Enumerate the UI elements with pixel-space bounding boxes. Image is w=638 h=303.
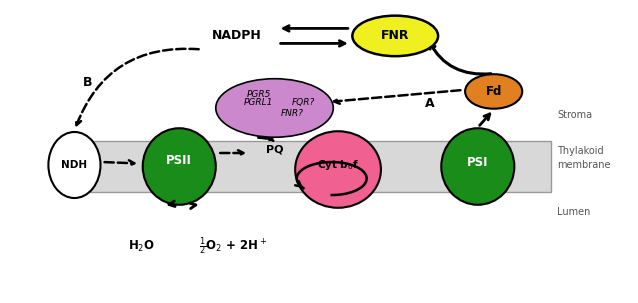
Text: NADPH: NADPH — [212, 29, 262, 42]
Text: PGRL1: PGRL1 — [244, 98, 273, 107]
Text: Thylakoid: Thylakoid — [557, 146, 604, 157]
Text: PQ: PQ — [266, 145, 283, 155]
Text: FNR?: FNR? — [281, 109, 304, 118]
Text: $\frac{1}{2}$O$_2$ + 2H$^+$: $\frac{1}{2}$O$_2$ + 2H$^+$ — [199, 235, 267, 257]
Text: FNR: FNR — [381, 29, 410, 42]
Text: NDH: NDH — [61, 160, 87, 170]
Text: Lumen: Lumen — [557, 207, 591, 217]
Text: PGR5: PGR5 — [246, 90, 271, 99]
Text: H$_2$O: H$_2$O — [128, 238, 154, 254]
Ellipse shape — [48, 132, 100, 198]
Text: Stroma: Stroma — [557, 111, 592, 121]
Ellipse shape — [465, 74, 523, 109]
Text: FQR?: FQR? — [292, 98, 315, 107]
Ellipse shape — [352, 16, 438, 56]
Ellipse shape — [143, 128, 216, 205]
Text: Fd: Fd — [486, 85, 502, 98]
Ellipse shape — [441, 128, 514, 205]
Text: Cyt b$_6$f: Cyt b$_6$f — [317, 158, 359, 172]
Text: PSII: PSII — [167, 154, 192, 167]
Text: PSI: PSI — [467, 155, 489, 168]
Ellipse shape — [295, 131, 381, 208]
Text: B: B — [82, 76, 92, 89]
Ellipse shape — [216, 79, 333, 137]
Text: A: A — [426, 97, 435, 110]
Text: membrane: membrane — [557, 160, 611, 170]
Bar — [59, 141, 551, 192]
